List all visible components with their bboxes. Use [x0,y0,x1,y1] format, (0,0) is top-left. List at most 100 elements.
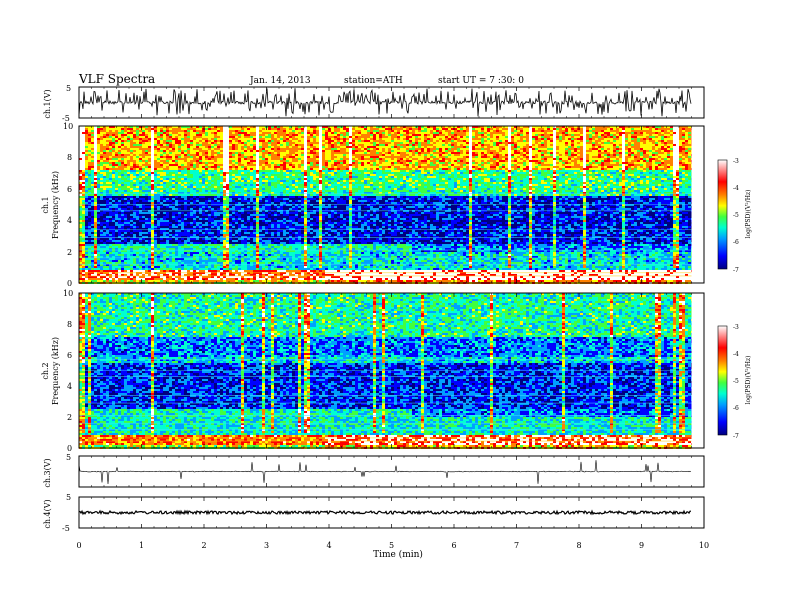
spectrogram-cell [172,138,175,140]
spectrogram-cell [244,182,247,184]
spectrogram-cell [211,236,214,238]
spectrogram-cell [172,274,175,276]
spectrogram-cell [145,248,148,250]
spectrogram-cell [115,148,118,150]
spectrogram-cell [196,230,199,232]
spectrogram-cell [136,260,139,262]
spectrogram-cell [184,154,187,156]
spectrogram-cell [88,198,91,200]
spectrogram-cell [88,160,91,162]
spectrogram-cell [259,190,262,192]
spectrogram-cell [268,128,271,130]
spectrogram-cell [106,192,109,194]
spectrogram-cell [139,180,142,182]
spectrogram-cell [226,168,229,170]
spectrogram-cell [193,246,196,248]
spectrogram-cell [106,146,109,148]
spectrogram-cell [118,224,121,226]
spectrogram-cell [262,166,265,168]
spectrogram-cell [214,222,217,224]
spectrogram-cell [154,264,157,266]
spectrogram-cell [181,234,184,236]
spectrogram-cell [112,266,115,268]
spectrogram-cell [205,256,208,258]
spectrogram-cell [208,222,211,224]
spectrogram-cell [172,148,175,150]
spectrogram-cell [172,236,175,238]
spectrogram-cell [181,228,184,230]
spectrogram-cell [190,216,193,218]
spectrogram-cell [133,184,136,186]
spectrogram-cell [232,156,235,158]
spectrogram-cell [154,136,157,138]
spectrogram-cell [124,134,127,136]
spectrogram-cell [187,172,190,174]
spectrogram-cell [166,134,169,136]
spectrogram-cell [199,160,202,162]
spectrogram-cell [112,264,115,266]
spectrogram-cell [139,242,142,244]
spectrogram-cell [238,276,241,278]
spectrogram-cell [169,160,172,162]
spectrogram-cell [121,198,124,200]
spectrogram-cell [214,192,217,194]
spectrogram-cell [106,220,109,222]
spectrogram-cell [211,130,214,132]
spectrogram-cell [241,234,244,236]
spectrogram-cell [142,240,145,242]
spectrogram-cell [115,156,118,158]
spectrogram-cell [211,202,214,204]
spectrogram-cell [265,224,268,226]
spectrogram-cell [88,196,91,198]
spectrogram-cell [247,206,250,208]
spectrogram-cell [160,234,163,236]
spectrogram-cell [100,206,103,208]
spectrogram-cell [184,140,187,142]
spectrogram-cell [217,260,220,262]
spectrogram-cell [103,212,106,214]
spectrogram-cell [151,150,154,152]
spectrogram-cell [82,276,85,278]
spectrogram-cell [250,218,253,220]
spectrogram-cell [262,178,265,180]
spectrogram-cell [145,252,148,254]
spectrogram-cell [196,164,199,166]
spectrogram-cell [172,226,175,228]
spectrogram-cell [238,220,241,222]
spectrogram-cell [142,176,145,178]
spectrogram-cell [103,176,106,178]
spectrogram-cell [139,182,142,184]
spectrogram-cell [196,226,199,228]
spectrogram-cell [226,280,229,282]
spectrogram-cell [142,166,145,168]
spectrogram-cell [187,146,190,148]
spectrogram-cell [187,128,190,130]
spectrogram-cell [115,198,118,200]
spectrogram-cell [232,194,235,196]
spectrogram-cell [82,248,85,250]
spectrogram-cell [94,196,97,198]
spectrogram-cell [142,222,145,224]
spectrogram-cell [130,160,133,162]
spectrogram-cell [172,136,175,138]
spectrogram-cell [253,228,256,230]
spectrogram-cell [154,150,157,152]
spectrogram-cell [154,138,157,140]
spectrogram-cell [199,274,202,276]
spectrogram-cell [142,236,145,238]
spectrogram-cell [88,214,91,216]
spectrogram-cell [118,148,121,150]
spectrogram-cell [223,148,226,150]
spectrogram-cell [118,264,121,266]
spectrogram-cell [97,194,100,196]
spectrogram-cell [214,158,217,160]
spectrogram-cell [256,166,259,168]
spectrogram-cell [133,218,136,220]
spectrogram-cell [232,264,235,266]
spectrogram-cell [160,214,163,216]
spectrogram-cell [112,252,115,254]
spectrogram-cell [241,204,244,206]
spectrogram-cell [124,154,127,156]
spectrogram-cell [244,264,247,266]
spectrogram-cell [229,254,232,256]
